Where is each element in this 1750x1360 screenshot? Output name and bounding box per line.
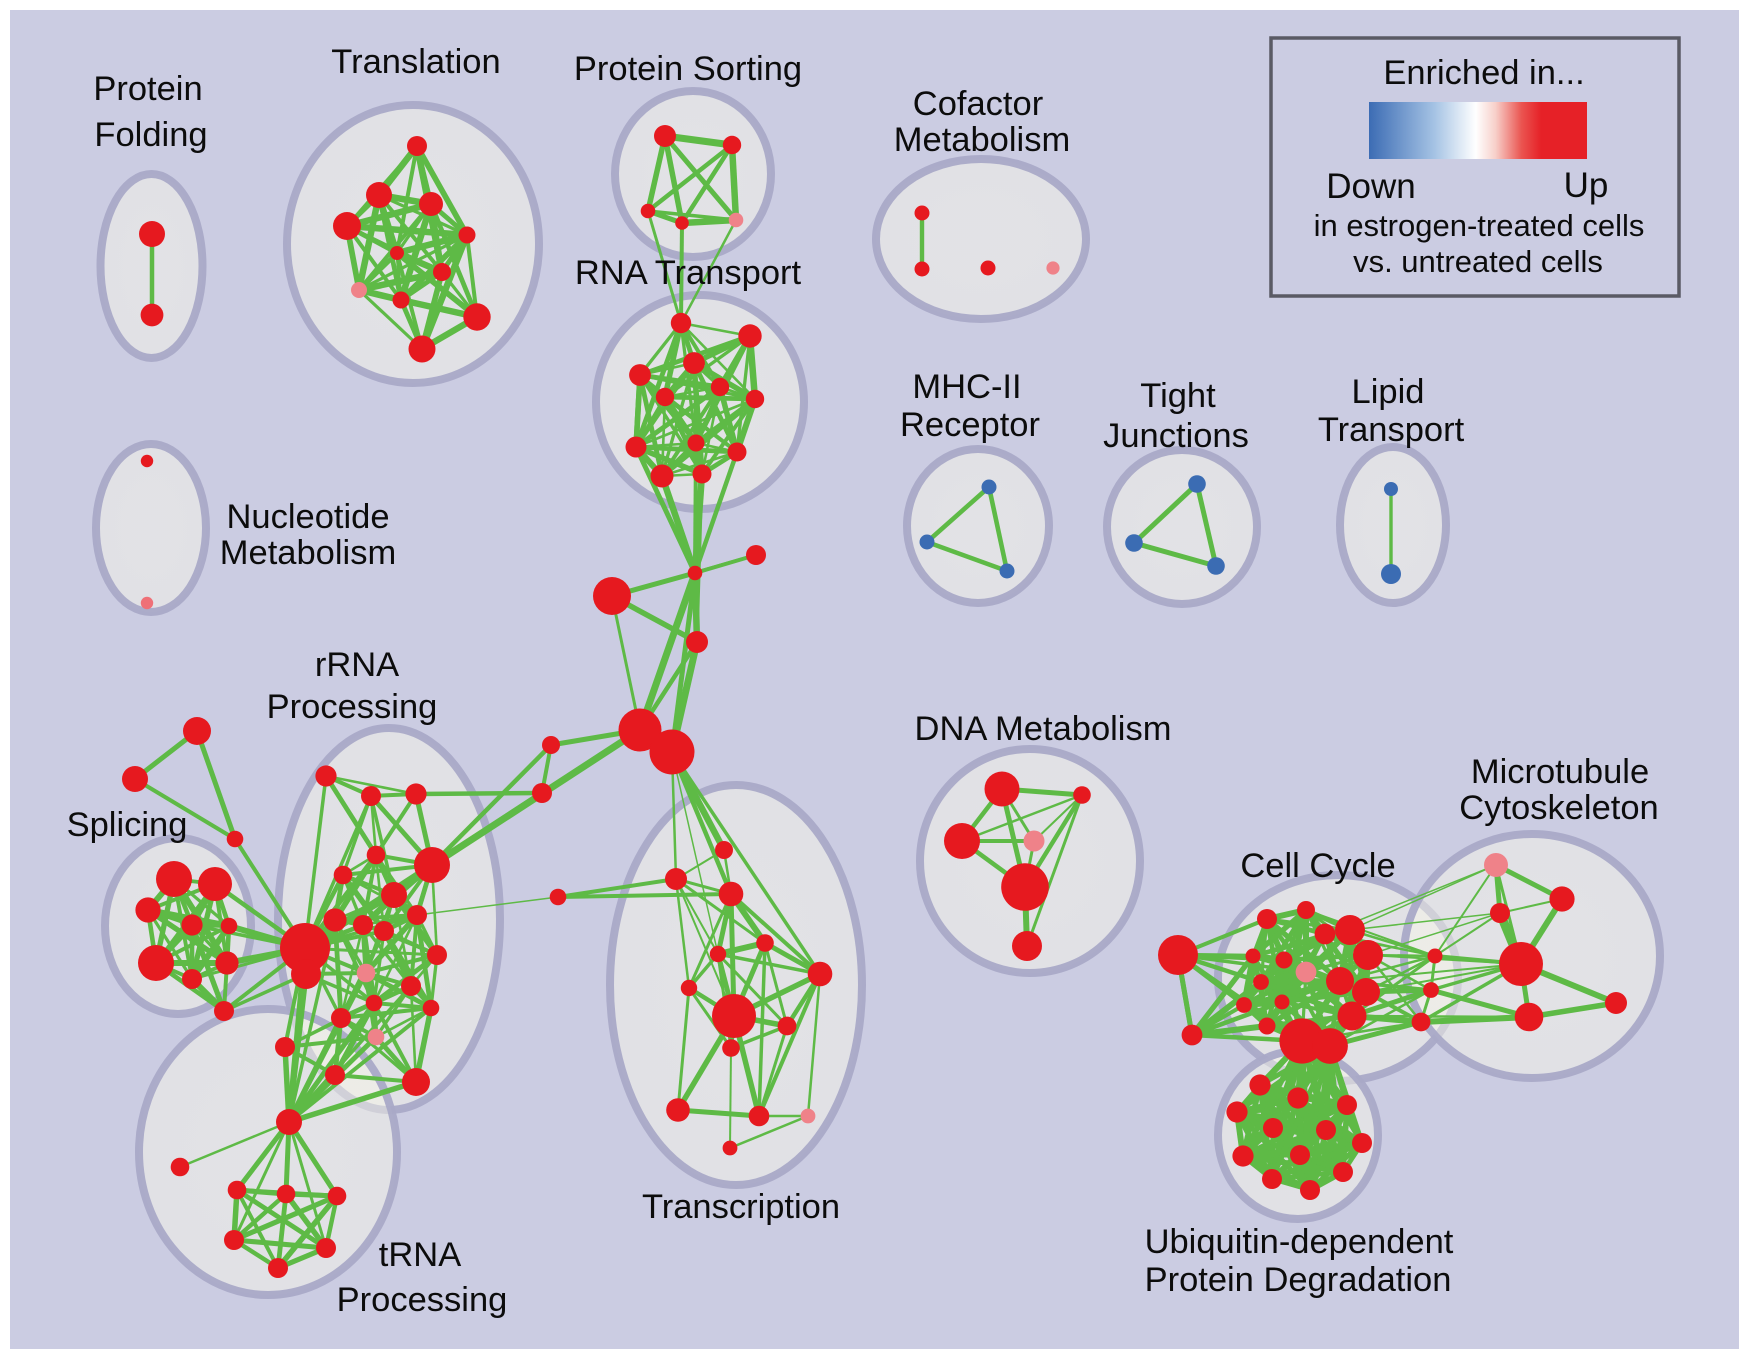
svg-text:Junctions: Junctions bbox=[1103, 417, 1249, 455]
svg-text:in estrogen-treated cells: in estrogen-treated cells bbox=[1314, 208, 1645, 243]
svg-text:Down: Down bbox=[1326, 167, 1415, 206]
svg-text:Enriched in...: Enriched in... bbox=[1383, 54, 1584, 92]
svg-text:vs. untreated cells: vs. untreated cells bbox=[1353, 244, 1603, 279]
svg-text:Nucleotide: Nucleotide bbox=[226, 498, 389, 536]
svg-text:Microtubule: Microtubule bbox=[1471, 753, 1649, 791]
svg-text:Processing: Processing bbox=[337, 1281, 508, 1319]
svg-text:Splicing: Splicing bbox=[67, 806, 188, 844]
svg-text:Metabolism: Metabolism bbox=[894, 121, 1070, 159]
svg-text:Metabolism: Metabolism bbox=[220, 534, 396, 572]
svg-text:Cofactor: Cofactor bbox=[913, 85, 1043, 123]
svg-text:Protein Sorting: Protein Sorting bbox=[574, 50, 802, 88]
svg-text:Translation: Translation bbox=[331, 43, 500, 81]
svg-text:Lipid: Lipid bbox=[1352, 373, 1425, 411]
svg-text:Cytoskeleton: Cytoskeleton bbox=[1459, 789, 1658, 827]
svg-text:Ubiquitin-dependent: Ubiquitin-dependent bbox=[1145, 1223, 1454, 1261]
svg-text:Processing: Processing bbox=[267, 688, 438, 726]
svg-text:RNA Transport: RNA Transport bbox=[575, 254, 802, 292]
svg-text:rRNA: rRNA bbox=[315, 646, 399, 684]
svg-text:Transcription: Transcription bbox=[642, 1188, 840, 1226]
svg-text:Protein: Protein bbox=[93, 70, 202, 108]
svg-text:Up: Up bbox=[1564, 166, 1609, 205]
svg-text:Tight: Tight bbox=[1140, 377, 1216, 415]
svg-text:Cell Cycle: Cell Cycle bbox=[1240, 847, 1395, 885]
svg-text:Transport: Transport bbox=[1318, 411, 1465, 449]
svg-text:Protein Degradation: Protein Degradation bbox=[1145, 1261, 1452, 1299]
svg-text:DNA Metabolism: DNA Metabolism bbox=[915, 710, 1172, 748]
svg-text:tRNA: tRNA bbox=[379, 1236, 461, 1274]
svg-text:Folding: Folding bbox=[94, 116, 207, 154]
svg-text:MHC-II: MHC-II bbox=[912, 368, 1021, 406]
svg-text:Receptor: Receptor bbox=[900, 406, 1040, 444]
